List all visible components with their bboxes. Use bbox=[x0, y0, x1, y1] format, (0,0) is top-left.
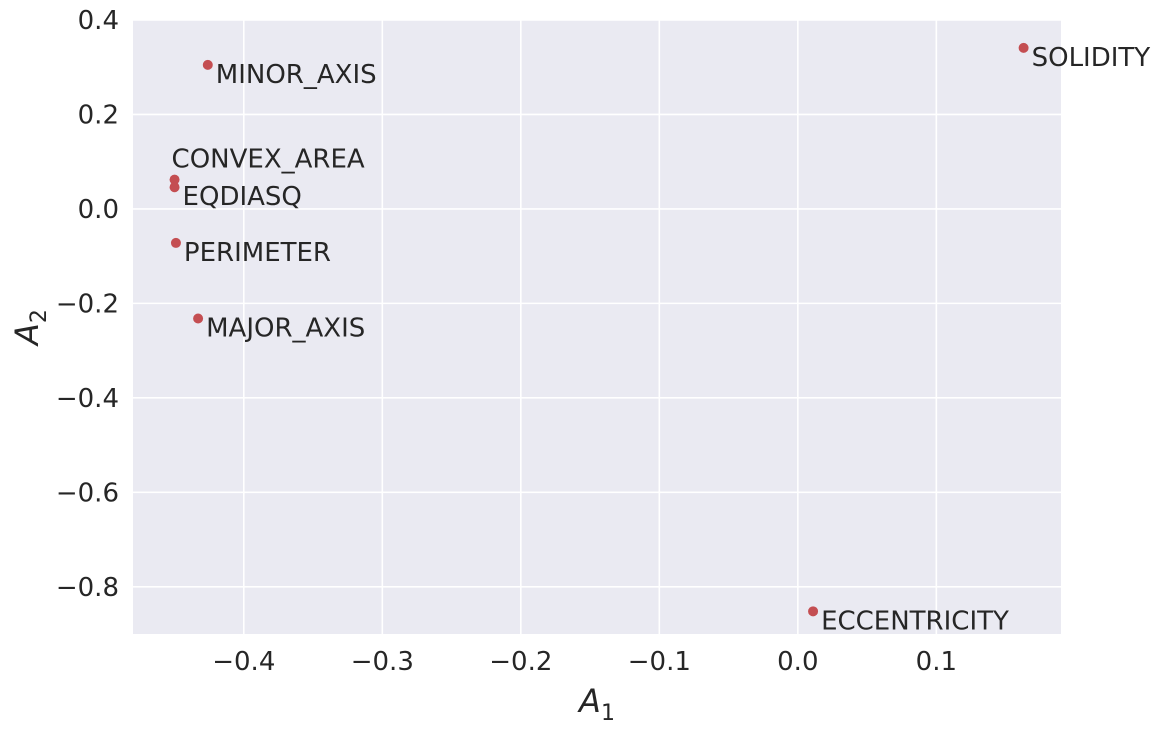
x-tick-label: −0.2 bbox=[489, 647, 552, 677]
x-axis-label: A1 bbox=[577, 682, 615, 726]
grid-lines bbox=[133, 19, 1061, 634]
plot-area bbox=[133, 20, 1061, 634]
y-tick-label: 0.4 bbox=[78, 6, 119, 36]
y-axis-label-main: A bbox=[8, 323, 46, 347]
data-points bbox=[169, 42, 1029, 617]
scatter-point bbox=[193, 313, 204, 324]
y-tick-label: −0.8 bbox=[56, 573, 119, 603]
scatter-point bbox=[808, 606, 819, 617]
y-axis-label-sub: 2 bbox=[27, 309, 52, 323]
point-label: PERIMETER bbox=[184, 238, 331, 268]
y-tick-label: −0.2 bbox=[56, 289, 119, 319]
scatter-point bbox=[169, 174, 180, 185]
scatter-point bbox=[202, 59, 213, 70]
x-tick-label: −0.4 bbox=[212, 647, 275, 677]
point-label: SOLIDITY bbox=[1032, 43, 1151, 73]
point-labels: MINOR_AXIS SOLIDITY CONVEX_AREA EQDIASQ PERI… bbox=[172, 43, 1151, 636]
y-tick-label: −0.4 bbox=[56, 384, 119, 414]
x-tick-labels: −0.4 −0.3 −0.2 −0.1 0.0 0.1 bbox=[212, 647, 957, 677]
point-label: MAJOR_AXIS bbox=[206, 313, 365, 343]
y-axis-label: A2 bbox=[8, 309, 52, 347]
y-tick-label: 0.2 bbox=[78, 100, 119, 130]
x-tick-label: −0.1 bbox=[628, 647, 691, 677]
x-axis-label-main: A bbox=[577, 682, 601, 720]
y-tick-label: 0.0 bbox=[78, 195, 119, 225]
point-label: EQDIASQ bbox=[183, 182, 302, 212]
y-tick-label: −0.6 bbox=[56, 478, 119, 508]
y-tick-labels: 0.4 0.2 0.0 −0.2 −0.4 −0.6 −0.8 bbox=[56, 6, 119, 603]
x-tick-label: 0.0 bbox=[777, 647, 818, 677]
x-tick-label: 0.1 bbox=[916, 647, 957, 677]
scatter-point bbox=[170, 237, 181, 248]
scatter-point bbox=[1018, 42, 1029, 53]
x-axis-label-sub: 1 bbox=[601, 701, 615, 726]
point-label: MINOR_AXIS bbox=[216, 60, 377, 90]
x-tick-label: −0.3 bbox=[351, 647, 414, 677]
point-label: ECCENTRICITY bbox=[821, 606, 1009, 636]
scatter-point bbox=[169, 182, 180, 193]
point-label: CONVEX_AREA bbox=[172, 145, 365, 175]
